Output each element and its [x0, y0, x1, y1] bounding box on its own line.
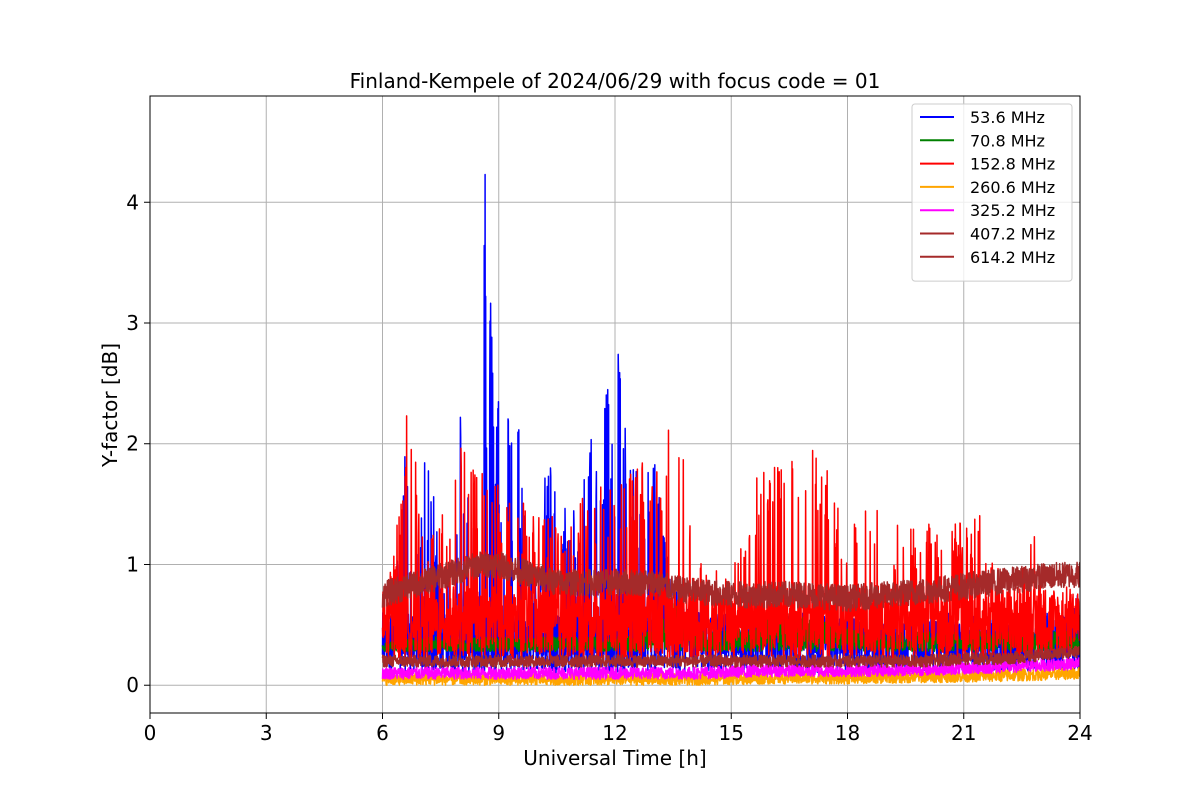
x-tick-label: 15: [719, 721, 744, 745]
legend-label: 407.2 MHz: [970, 225, 1055, 244]
y-tick-label: 4: [126, 190, 139, 214]
legend-frame: [911, 103, 1073, 282]
legend-label: 260.6 MHz: [970, 178, 1055, 197]
x-tick-label: 12: [602, 721, 627, 745]
legend-label: 152.8 MHz: [970, 155, 1055, 174]
series-group: [381, 173, 1080, 686]
x-tick-label: 9: [492, 721, 505, 745]
legend-label: 614.2 MHz: [970, 248, 1055, 267]
legend-label: 70.8 MHz: [970, 131, 1045, 150]
x-tick-label: 6: [376, 721, 389, 745]
x-axis-label: Universal Time [h]: [523, 746, 706, 770]
y-tick-label: 2: [126, 432, 139, 456]
chart-title: Finland-Kempele of 2024/06/29 with focus…: [350, 69, 881, 93]
y-tick-label: 1: [126, 552, 139, 576]
y-tick-label: 0: [126, 673, 139, 697]
y-tick-label: 3: [126, 311, 139, 335]
legend: 53.6 MHz 70.8 MHz 152.8 MHz 260.6 MHz 32…: [911, 103, 1073, 282]
series-line: [381, 657, 1080, 680]
series-line: [381, 415, 1080, 660]
x-tick-label: 0: [144, 721, 157, 745]
x-tick-label: 24: [1067, 721, 1092, 745]
legend-label: 53.6 MHz: [970, 108, 1045, 127]
x-tick-label: 3: [260, 721, 273, 745]
series-line: [381, 551, 1080, 613]
x-tick-label: 21: [951, 721, 976, 745]
x-tick-label: 18: [835, 721, 860, 745]
legend-label: 325.2 MHz: [970, 201, 1055, 220]
series-line: [381, 645, 1080, 668]
y-axis-label: Y-factor [dB]: [98, 343, 122, 468]
